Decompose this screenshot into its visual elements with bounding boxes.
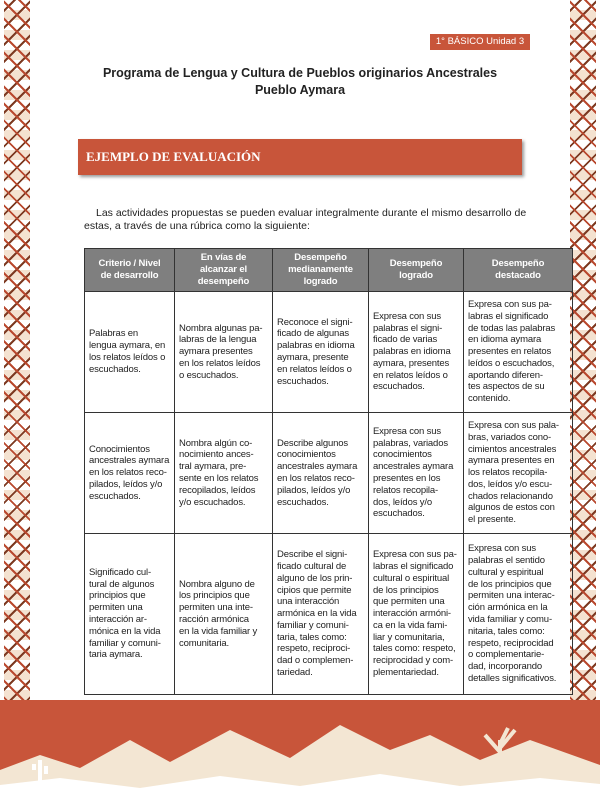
rubric-cell: Nombra algún co- nocimiento ances- tral …: [174, 412, 273, 534]
section-title: EJEMPLO DE EVALUACIÓN: [86, 149, 261, 164]
column-header: Criterio / Nivel de desarrollo: [84, 248, 175, 292]
rubric-cell: Expresa con sus palabras el signi- ficad…: [368, 291, 464, 413]
mountains: [0, 725, 600, 800]
column-header: Desempeño medianamente logrado: [272, 248, 369, 292]
header-row: Criterio / Nivel de desarrollo En vías de…: [84, 248, 573, 292]
rubric-table: Criterio / Nivel de desarrollo En vías de…: [84, 248, 573, 695]
criterion-cell: Palabras en lengua aymara, en los relato…: [84, 291, 175, 413]
cactus: [32, 760, 48, 788]
column-header: En vías de alcanzar el desempeño: [174, 248, 273, 292]
ground: [0, 774, 600, 800]
rubric-cell: Expresa con sus palabras el sentido cult…: [463, 533, 573, 695]
criterion-cell: Significado cul- tural de algunos princi…: [84, 533, 175, 695]
table-row: Palabras en lengua aymara, en los relato…: [84, 291, 573, 413]
rubric-cell: Expresa con sus pala- bras, variados con…: [463, 412, 573, 534]
intro-text: Las actividades propuestas se pueden eva…: [84, 207, 527, 232]
table-body: Palabras en lengua aymara, en los relato…: [84, 291, 573, 695]
criterion-cell: Conocimientos ancestrales aymara en los …: [84, 412, 175, 534]
landscape-decoration: [0, 700, 600, 800]
page-subtitle: Pueblo Aymara: [254, 83, 346, 97]
table-row: Significado cul- tural de algunos princi…: [84, 533, 573, 695]
unit-badge: 1° BÁSICO Unidad 3: [430, 34, 530, 50]
decorative-border: [570, 0, 596, 740]
decorative-border: [4, 0, 30, 740]
rubric-cell: Expresa con sus pa- labras el significad…: [463, 291, 573, 413]
rubric-cell: Nombra algunas pa- labras de la lengua a…: [174, 291, 273, 413]
section-banner: EJEMPLO DE EVALUACIÓN: [78, 139, 522, 175]
rubric-cell: Nombra alguno de los principios que perm…: [174, 533, 273, 695]
tree: [483, 727, 517, 778]
column-header: Desempeño destacado: [463, 248, 573, 292]
rubric-cell: Reconoce el signi- ficado de algunas pal…: [272, 291, 369, 413]
table-row: Conocimientos ancestrales aymara en los …: [84, 412, 573, 534]
rubric-cell: Describe algunos conocimientos ancestral…: [272, 412, 369, 534]
rubric-cell: Describe el signi- ficado cultural de al…: [272, 533, 369, 695]
column-header: Desempeño logrado: [368, 248, 464, 292]
rubric-cell: Expresa con sus palabras, variados conoc…: [368, 412, 464, 534]
page-title: Programa de Lengua y Cultura de Pueblos …: [102, 66, 498, 80]
rubric-cell: Expresa con sus pa- labras el significad…: [368, 533, 464, 695]
